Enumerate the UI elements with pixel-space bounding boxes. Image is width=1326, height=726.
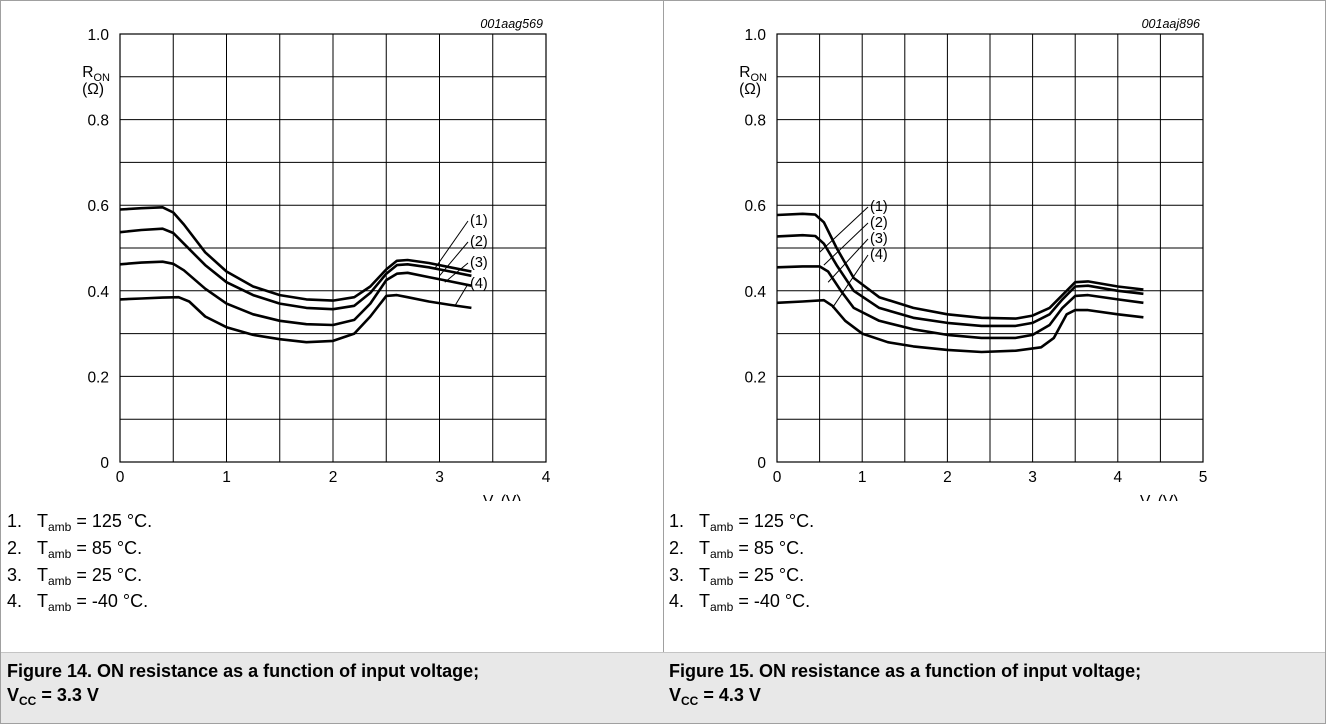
curve-label: (2) <box>870 215 888 231</box>
figure-code: 001aaj896 <box>1142 17 1200 31</box>
x-tick-label: 0 <box>773 469 782 486</box>
plot-frame <box>119 33 547 463</box>
curve-label: (4) <box>870 247 888 263</box>
note-item: 2. Tamb = 85 °C. <box>669 537 805 561</box>
series-line-3 <box>776 265 1144 340</box>
figure-15-notes: 1. Tamb = 125 °C. 2. Tamb = 85 °C. 3. Tamb … <box>669 508 814 615</box>
series-line-2 <box>776 233 1144 328</box>
y-tick-label: 1.0 <box>744 27 766 44</box>
x-tick-label: 0 <box>116 469 125 486</box>
curve-label-leader <box>827 238 869 283</box>
x-tick-label: 3 <box>1028 469 1037 486</box>
caption-line-2: VCC = 3.3 V <box>7 685 99 708</box>
y-axis-unit: (Ω) <box>739 81 761 98</box>
figure-15-caption: Figure 15. ON resistance as a function o… <box>663 652 1325 723</box>
curve-label: (4) <box>470 276 488 292</box>
y-tick-label: 0.6 <box>87 198 109 215</box>
note-item: 4. Tamb = -40 °C. <box>7 591 149 615</box>
caption-line-1: Figure 15. ON resistance as a function o… <box>669 661 1142 681</box>
curve-label: (3) <box>870 231 888 247</box>
curve-label-leader <box>444 262 469 283</box>
figure-code: 001aag569 <box>480 17 543 31</box>
series-line-3 <box>119 260 472 327</box>
y-tick-label: 0.2 <box>744 369 766 386</box>
y-tick-label: 0.8 <box>87 113 109 130</box>
x-tick-label: 1 <box>858 469 867 486</box>
note-item: 3. Tamb = 25 °C. <box>7 564 143 588</box>
x-tick-label: 2 <box>943 469 952 486</box>
x-tick-label: 5 <box>1199 469 1208 486</box>
y-tick-label: 0.2 <box>87 369 109 386</box>
curve-label: (2) <box>470 234 488 250</box>
series-line-2 <box>119 227 472 311</box>
note-item: 1. Tamb = 125 °C. <box>7 511 153 534</box>
figure-14-notes: 1. Tamb = 125 °C. 2. Tamb = 85 °C. 3. Tamb … <box>7 508 152 615</box>
note-item: 4. Tamb = -40 °C. <box>669 591 811 615</box>
curve-label: (1) <box>470 213 488 229</box>
x-tick-label: 4 <box>1113 469 1122 486</box>
y-tick-label: 0 <box>757 455 766 472</box>
curve-label-leader <box>823 222 869 266</box>
curve-label: (1) <box>870 199 888 215</box>
caption-line-1: Figure 14. ON resistance as a function o… <box>7 661 480 681</box>
curve-label-leader <box>433 220 469 270</box>
y-tick-label: 0.6 <box>744 198 766 215</box>
x-tick-label: 4 <box>542 469 551 486</box>
note-item: 2. Tamb = 85 °C. <box>7 537 143 561</box>
x-tick-label: 1 <box>222 469 231 486</box>
curve-label: (3) <box>470 255 488 271</box>
curve-label-leader <box>819 206 869 253</box>
y-axis-unit: (Ω) <box>82 81 104 98</box>
x-axis-label: VI (V) <box>483 493 521 501</box>
figure-14-caption: Figure 14. ON resistance as a function o… <box>1 652 663 723</box>
curve-label-leader <box>455 283 469 306</box>
x-tick-label: 3 <box>435 469 444 486</box>
caption-line-2: VCC = 4.3 V <box>669 685 761 708</box>
y-tick-label: 0.8 <box>744 113 766 130</box>
y-tick-label: 0.4 <box>744 284 766 301</box>
y-tick-label: 1.0 <box>87 27 109 44</box>
note-item: 3. Tamb = 25 °C. <box>669 564 805 588</box>
plot-frame <box>776 33 1204 463</box>
series-line-4 <box>119 293 472 344</box>
series-line-1 <box>119 206 472 302</box>
x-axis-label: VI (V) <box>1140 493 1178 501</box>
series-line-4 <box>776 298 1144 354</box>
x-tick-label: 2 <box>329 469 338 486</box>
curve-label-leader <box>439 241 469 277</box>
y-tick-label: 0 <box>100 455 109 472</box>
curve-label-leader <box>831 254 869 309</box>
series-line-1 <box>776 212 1144 320</box>
note-item: 1. Tamb = 125 °C. <box>669 511 815 534</box>
y-tick-label: 0.4 <box>87 284 109 301</box>
